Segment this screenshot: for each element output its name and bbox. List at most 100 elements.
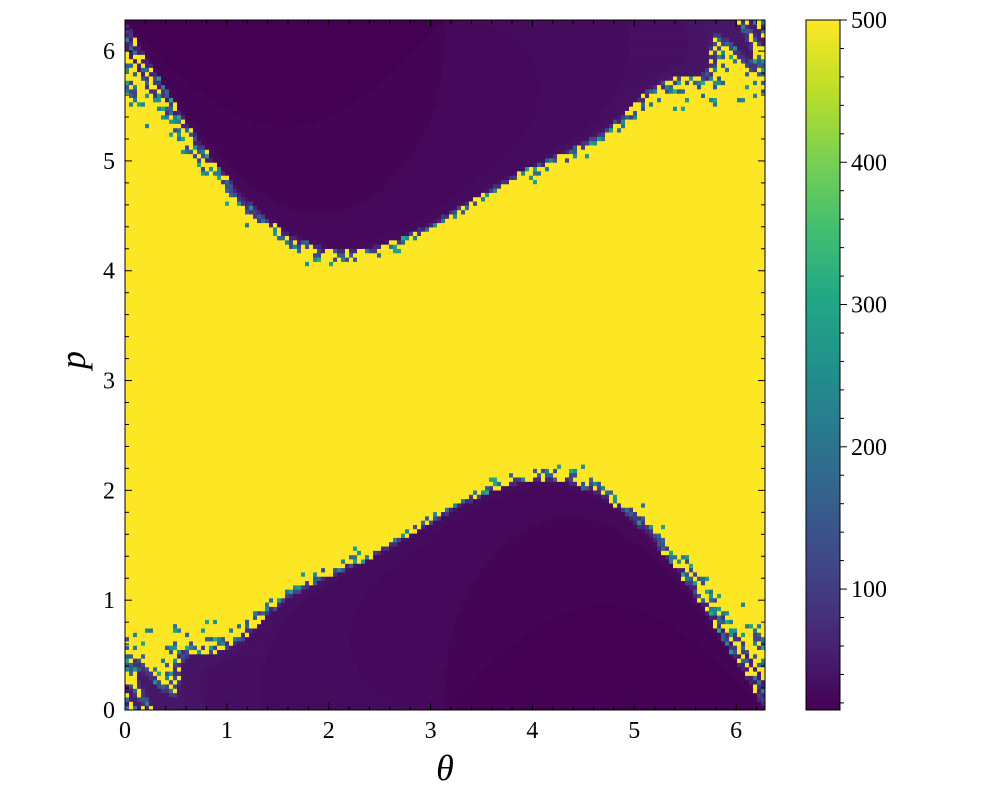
heatmap-cell — [565, 658, 569, 663]
heatmap-cell — [629, 650, 633, 655]
heatmap-cell — [589, 624, 593, 629]
heatmap-cell — [493, 602, 497, 607]
heatmap-cell — [497, 594, 501, 599]
heatmap-cell — [397, 589, 401, 594]
heatmap-cell — [585, 628, 589, 633]
heatmap-cell — [721, 676, 725, 681]
heatmap-cell — [493, 611, 497, 616]
heatmap-cell — [705, 615, 709, 620]
heatmap-cell — [561, 676, 565, 681]
heatmap-cell — [173, 676, 177, 681]
heatmap-cell — [621, 701, 625, 706]
heatmap-cell — [393, 637, 397, 642]
heatmap-cell — [289, 628, 293, 633]
heatmap-cell — [393, 671, 397, 676]
heatmap-cell — [521, 576, 525, 581]
heatmap-cell — [425, 602, 429, 607]
heatmap-cell — [469, 594, 473, 599]
heatmap-cell — [169, 589, 173, 594]
heatmap-cell — [697, 658, 701, 663]
heatmap-cell — [441, 589, 445, 594]
heatmap-cell — [157, 632, 161, 637]
heatmap-cell — [277, 676, 281, 681]
heatmap-cell — [349, 628, 353, 633]
heatmap-cell — [185, 663, 189, 668]
heatmap-cell — [409, 585, 413, 590]
heatmap-cell — [269, 684, 273, 689]
heatmap-cell — [689, 615, 693, 620]
heatmap-cell — [373, 576, 377, 581]
heatmap-cell — [481, 624, 485, 629]
heatmap-cell — [197, 576, 201, 581]
heatmap-cell — [197, 680, 201, 685]
heatmap-cell — [617, 688, 621, 693]
heatmap-cell — [141, 671, 145, 676]
heatmap-cell — [377, 641, 381, 646]
heatmap-cell — [713, 585, 717, 590]
heatmap-cell — [197, 607, 201, 612]
heatmap-cell — [585, 641, 589, 646]
heatmap-cell — [165, 576, 169, 581]
heatmap-cell — [525, 594, 529, 599]
heatmap-cell — [713, 684, 717, 689]
heatmap-cell — [617, 693, 621, 698]
heatmap-cell — [733, 667, 737, 672]
heatmap-cell — [225, 693, 229, 698]
heatmap-cell — [197, 598, 201, 603]
heatmap-cell — [525, 602, 529, 607]
heatmap-cell — [585, 680, 589, 685]
heatmap-cell — [509, 645, 513, 650]
heatmap-cell — [525, 671, 529, 676]
heatmap-cell — [381, 632, 385, 637]
heatmap-cell — [197, 701, 201, 706]
heatmap-cell — [369, 611, 373, 616]
heatmap-cell — [657, 619, 661, 624]
heatmap-cell — [385, 654, 389, 659]
heatmap-cell — [565, 611, 569, 616]
heatmap-cell — [425, 645, 429, 650]
heatmap-cell — [641, 641, 645, 646]
heatmap-cell — [309, 615, 313, 620]
heatmap-cell — [661, 607, 665, 612]
heatmap-cell — [401, 628, 405, 633]
heatmap-cell — [249, 585, 253, 590]
heatmap-cell — [665, 581, 669, 586]
heatmap-cell — [625, 585, 629, 590]
heatmap-cell — [173, 607, 177, 612]
heatmap-cell — [685, 676, 689, 681]
heatmap-cell — [617, 602, 621, 607]
heatmap-cell — [485, 602, 489, 607]
heatmap-cell — [709, 688, 713, 693]
heatmap-cell — [481, 628, 485, 633]
heatmap-cell — [241, 680, 245, 685]
heatmap-cell — [621, 645, 625, 650]
heatmap-cell — [501, 581, 505, 586]
heatmap-cell — [149, 585, 153, 590]
heatmap-cell — [701, 611, 705, 616]
heatmap-cell — [701, 637, 705, 642]
heatmap-cell — [421, 663, 425, 668]
heatmap-cell — [381, 667, 385, 672]
heatmap-cell — [401, 632, 405, 637]
heatmap-cell — [697, 641, 701, 646]
heatmap-cell — [533, 637, 537, 642]
heatmap-cell — [553, 671, 557, 676]
heatmap-cell — [293, 658, 297, 663]
heatmap-cell — [309, 684, 313, 689]
heatmap-cell — [265, 650, 269, 655]
heatmap-cell — [681, 585, 685, 590]
heatmap-cell — [653, 671, 657, 676]
heatmap-cell — [593, 619, 597, 624]
heatmap-cell — [125, 688, 129, 693]
heatmap-cell — [361, 637, 365, 642]
heatmap-cell — [141, 632, 145, 637]
heatmap-cell — [509, 688, 513, 693]
heatmap-cell — [225, 654, 229, 659]
heatmap-cell — [557, 684, 561, 689]
heatmap-cell — [301, 697, 305, 702]
heatmap-cell — [749, 697, 753, 702]
heatmap-cell — [305, 701, 309, 706]
heatmap-cell — [389, 598, 393, 603]
heatmap-cell — [669, 684, 673, 689]
heatmap-cell — [133, 667, 137, 672]
